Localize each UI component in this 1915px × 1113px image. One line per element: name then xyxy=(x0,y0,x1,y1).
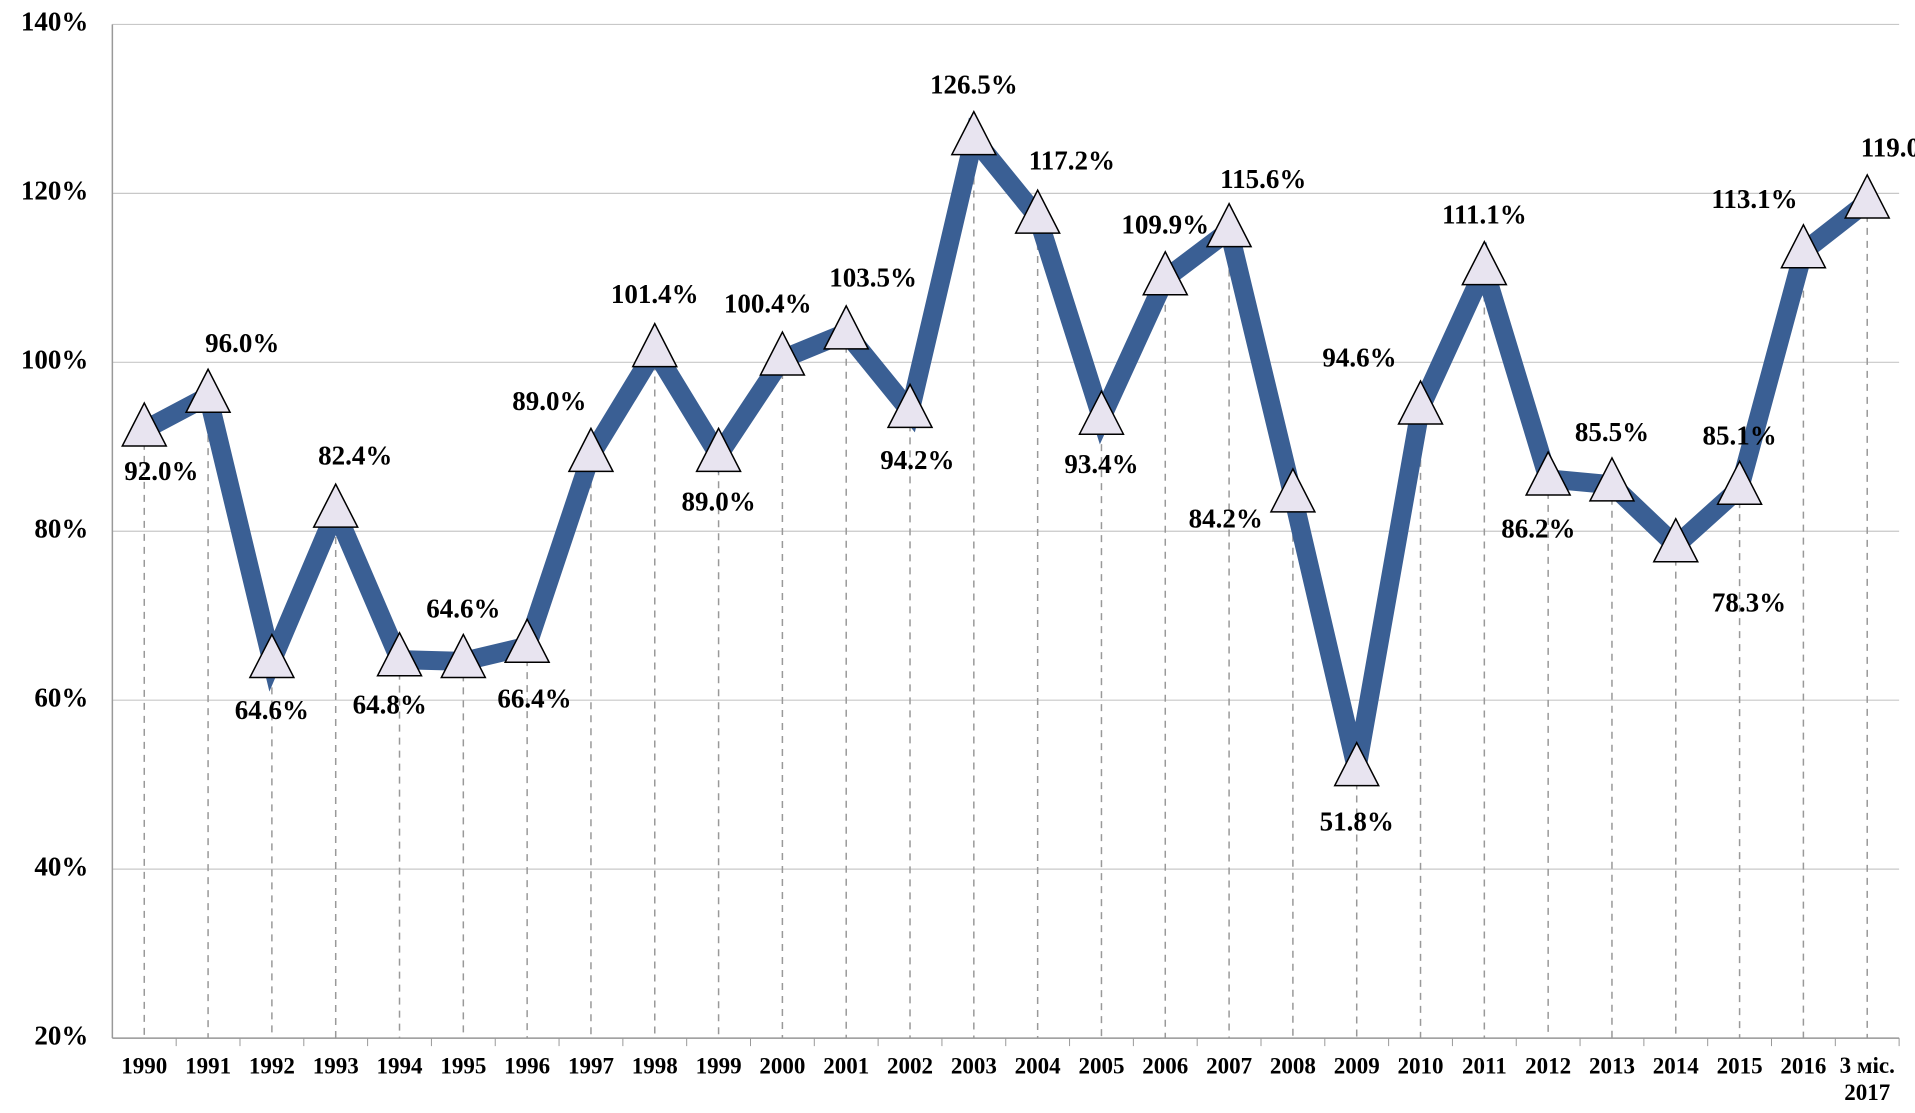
x-tick-label: 2003 xyxy=(951,1053,997,1078)
point-marker xyxy=(886,382,934,429)
value-label: 89.0% xyxy=(681,486,755,516)
point-marker xyxy=(184,367,232,413)
value-label: 92.0% xyxy=(124,456,198,486)
x-tick-label: 2007 xyxy=(1206,1053,1252,1078)
x-tick-label: 1998 xyxy=(632,1053,678,1078)
point-marker xyxy=(1780,223,1827,269)
value-label: 84.2% xyxy=(1189,504,1263,534)
point-marker xyxy=(312,482,359,528)
y-tick-label: 80% xyxy=(34,513,88,543)
x-tick-label: 1997 xyxy=(568,1053,614,1078)
y-tick-label: 100% xyxy=(21,345,89,375)
point-marker xyxy=(248,632,296,679)
value-label: 64.8% xyxy=(353,689,427,719)
value-label: 109.9% xyxy=(1121,210,1209,240)
x-tick-label: 2005 xyxy=(1078,1053,1124,1078)
point-marker xyxy=(631,321,678,368)
point-marker xyxy=(1205,202,1253,248)
point-marker xyxy=(567,426,615,473)
point-marker xyxy=(1014,188,1061,234)
x-tick-label: 2001 xyxy=(823,1053,869,1078)
value-label: 89.0% xyxy=(512,386,586,416)
y-tick-label: 60% xyxy=(34,682,88,712)
value-label: 66.4% xyxy=(497,683,571,713)
x-tick-label: 1996 xyxy=(504,1053,550,1078)
point-marker xyxy=(1716,459,1763,506)
point-marker xyxy=(1333,740,1380,787)
x-tick-label: 2011 xyxy=(1462,1053,1507,1078)
value-label: 64.6% xyxy=(426,593,500,623)
point-marker xyxy=(1524,450,1572,496)
x-tick-label: 1995 xyxy=(440,1053,486,1078)
value-label: 82.4% xyxy=(318,441,392,471)
x-tick-label: 1993 xyxy=(313,1053,359,1078)
value-label: 126.5% xyxy=(930,69,1018,99)
value-label: 85.1% xyxy=(1702,420,1776,450)
x-tick-label: 2012 xyxy=(1525,1053,1571,1078)
point-marker xyxy=(503,617,551,664)
x-tick-label: 3 міс. 2017 xyxy=(1840,1053,1895,1105)
point-marker xyxy=(1844,173,1891,219)
x-tick-label: 2009 xyxy=(1334,1053,1380,1078)
point-marker xyxy=(1142,250,1189,296)
point-marker xyxy=(1397,379,1444,425)
point-marker xyxy=(759,330,806,376)
value-label: 51.8% xyxy=(1320,807,1394,837)
point-marker xyxy=(1588,456,1636,502)
value-label: 111.1% xyxy=(1442,199,1527,229)
x-tick-label: 2010 xyxy=(1398,1053,1444,1078)
y-tick-label: 20% xyxy=(34,1020,88,1050)
point-marker xyxy=(121,401,168,447)
x-tick-label: 2013 xyxy=(1589,1053,1635,1078)
point-marker xyxy=(1461,240,1508,286)
point-marker xyxy=(695,426,742,473)
value-label: 78.3% xyxy=(1712,588,1786,618)
point-marker xyxy=(440,632,487,679)
value-label: 115.6% xyxy=(1220,164,1306,194)
x-tick-label: 1994 xyxy=(377,1053,424,1078)
x-tick-label: 2015 xyxy=(1717,1053,1763,1078)
y-tick-label: 40% xyxy=(34,851,88,881)
x-tick-label: 1990 xyxy=(121,1053,167,1078)
point-marker xyxy=(822,304,870,350)
x-tick-label: 2004 xyxy=(1015,1053,1062,1078)
value-label: 100.4% xyxy=(724,289,812,319)
x-tick-label: 2002 xyxy=(887,1053,933,1078)
value-label: 93.4% xyxy=(1064,449,1138,479)
x-tick-label: 2014 xyxy=(1653,1053,1700,1078)
value-label: 85.5% xyxy=(1575,417,1649,447)
x-tick-label: 1999 xyxy=(696,1053,742,1078)
series-line xyxy=(139,117,1874,772)
value-label: 119.0% xyxy=(1861,133,1915,163)
x-tick-label: 2016 xyxy=(1780,1053,1826,1078)
point-marker xyxy=(1269,467,1317,513)
x-tick-label: 2008 xyxy=(1270,1053,1316,1078)
x-tick-label: 2000 xyxy=(759,1053,805,1078)
point-marker xyxy=(1078,389,1125,435)
value-label: 94.2% xyxy=(880,445,954,475)
value-label: 86.2% xyxy=(1501,514,1575,544)
y-tick-label: 120% xyxy=(21,176,89,206)
value-label: 96.0% xyxy=(205,328,279,358)
value-label: 101.4% xyxy=(611,279,699,309)
point-marker xyxy=(1652,517,1699,563)
value-label: 113.1% xyxy=(1711,184,1797,214)
point-marker xyxy=(950,109,998,156)
x-tick-label: 1991 xyxy=(185,1053,231,1078)
point-marker xyxy=(376,631,423,677)
y-tick-label: 140% xyxy=(21,7,89,37)
value-label: 117.2% xyxy=(1029,145,1115,175)
value-label: 103.5% xyxy=(829,262,917,292)
value-label: 94.6% xyxy=(1322,343,1396,373)
x-tick-label: 1992 xyxy=(249,1053,295,1078)
x-tick-label: 2006 xyxy=(1142,1053,1188,1078)
value-label: 64.6% xyxy=(235,695,309,725)
